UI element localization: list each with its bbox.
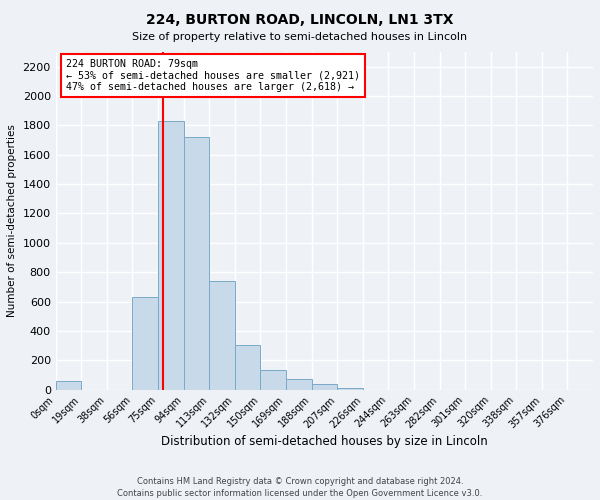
Bar	[133, 297, 158, 390]
Bar	[184, 137, 209, 390]
Bar	[286, 380, 311, 390]
Bar	[311, 384, 337, 390]
Text: 224, BURTON ROAD, LINCOLN, LN1 3TX: 224, BURTON ROAD, LINCOLN, LN1 3TX	[146, 12, 454, 26]
Bar	[209, 281, 235, 390]
Text: Contains HM Land Registry data © Crown copyright and database right 2024.: Contains HM Land Registry data © Crown c…	[137, 478, 463, 486]
Text: Contains public sector information licensed under the Open Government Licence v3: Contains public sector information licen…	[118, 489, 482, 498]
Y-axis label: Number of semi-detached properties: Number of semi-detached properties	[7, 124, 17, 318]
Text: 224 BURTON ROAD: 79sqm
← 53% of semi-detached houses are smaller (2,921)
47% of : 224 BURTON ROAD: 79sqm ← 53% of semi-det…	[67, 58, 361, 92]
X-axis label: Distribution of semi-detached houses by size in Lincoln: Distribution of semi-detached houses by …	[161, 435, 488, 448]
Text: Size of property relative to semi-detached houses in Lincoln: Size of property relative to semi-detach…	[133, 32, 467, 42]
Bar	[260, 370, 286, 390]
Bar	[337, 388, 363, 390]
Bar	[235, 345, 260, 390]
Bar	[56, 381, 81, 390]
Bar	[158, 121, 184, 390]
